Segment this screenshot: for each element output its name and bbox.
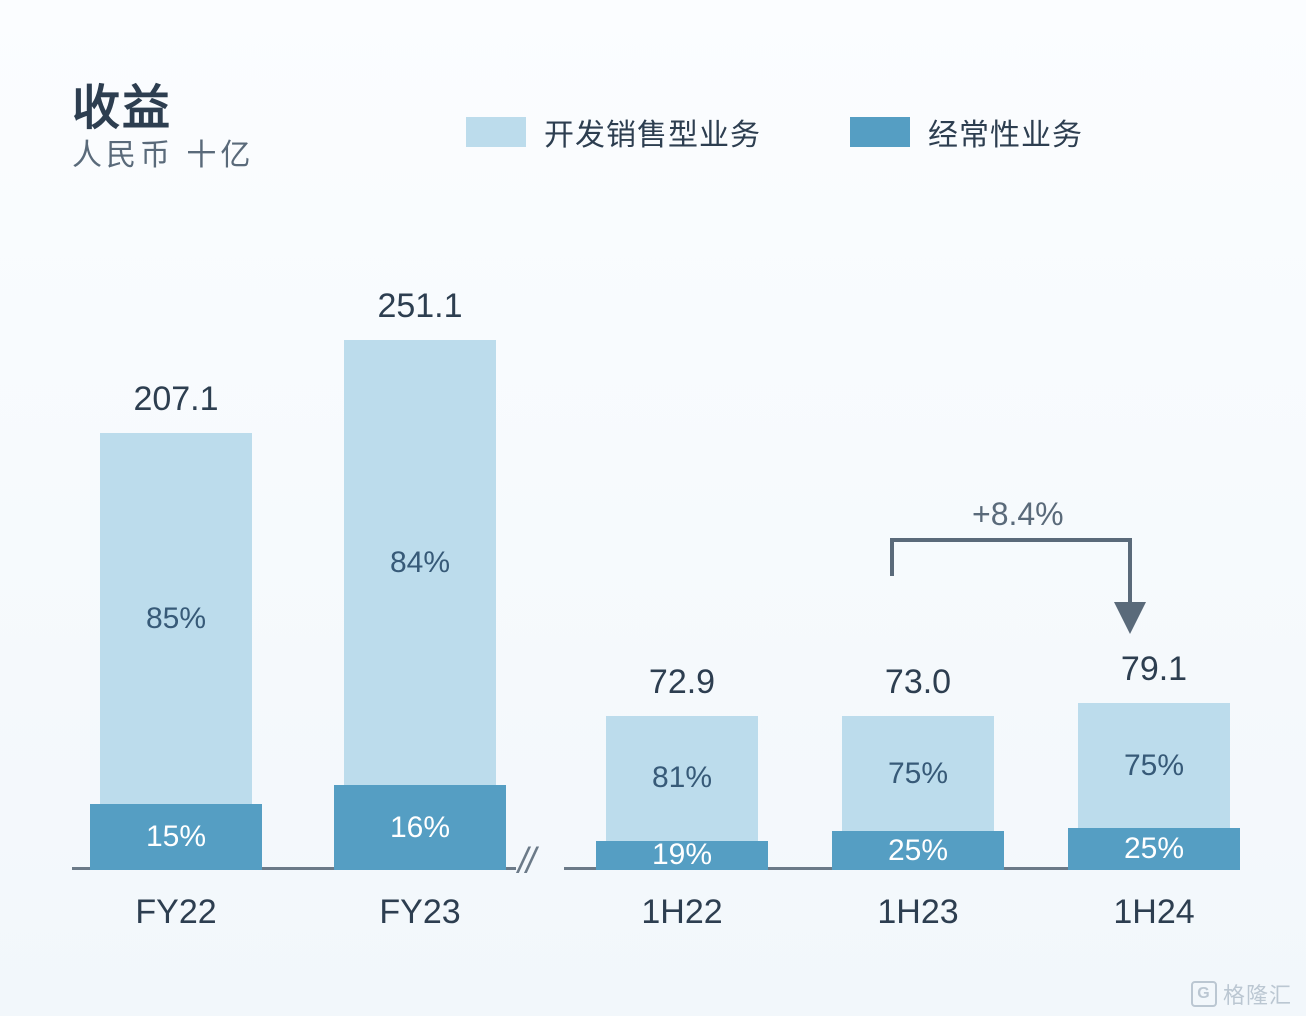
bar-seg-series1: 85% [100, 433, 252, 805]
bar-stack: 25% 75% [842, 716, 994, 870]
legend-label-series1: 开发销售型业务 [544, 110, 761, 154]
chart-subtitle: 人民币 十亿 [72, 130, 254, 174]
bar-total-label: 79.1 [1121, 650, 1187, 689]
bar-seg-series2: 25% [1078, 828, 1230, 870]
watermark-text: 格隆汇 [1223, 978, 1292, 1010]
bar-total-label: 73.0 [885, 663, 951, 702]
bar-seg-series1: 75% [1078, 703, 1230, 828]
bar-seg1-pct: 84% [390, 546, 450, 580]
bar-total-label: 72.9 [649, 663, 715, 702]
legend-item-series2: 经常性业务 [850, 110, 1083, 154]
legend-swatch-series1 [466, 117, 526, 147]
bar-seg-series2: 25% [842, 831, 994, 870]
legend-label-series2: 经常性业务 [928, 110, 1083, 154]
bar-seg1-pct: 85% [146, 602, 206, 636]
bar-stack: 16% 84% [344, 340, 496, 870]
bar-total-label: 207.1 [133, 380, 218, 419]
bar-seg1-pct: 75% [1124, 749, 1184, 783]
bar-seg-series1: 81% [606, 716, 758, 841]
revenue-chart: 收益 人民币 十亿 开发销售型业务 经常性业务 / / 15% 85% 207.1 FY… [0, 0, 1306, 1016]
bar-seg-series1: 84% [344, 340, 496, 785]
watermark: G 格隆汇 [1191, 978, 1292, 1010]
growth-annotation-label: +8.4% [972, 496, 1064, 533]
bar-seg-series2: 15% [100, 804, 252, 870]
bar-category-label: FY23 [379, 893, 460, 932]
bar-seg-series1: 75% [842, 716, 994, 832]
plot-area: / /15%85%207.1FY2216%84%251.1FY2319%81%7… [72, 340, 1234, 870]
bar-category-label: 1H22 [641, 893, 722, 932]
chart-title: 收益 [72, 68, 172, 138]
legend-item-series1: 开发销售型业务 [466, 110, 761, 154]
bar-seg2-pct: 25% [888, 834, 948, 868]
bar-seg1-pct: 75% [888, 757, 948, 791]
bar-seg-series2: 16% [344, 785, 496, 870]
bar-seg2-pct: 15% [146, 820, 206, 854]
bar-category-label: 1H24 [1113, 893, 1194, 932]
bar-seg2-pct: 25% [1124, 832, 1184, 866]
bar-stack: 25% 75% [1078, 703, 1230, 870]
bar-seg2-pct: 16% [390, 811, 450, 845]
bar-seg1-pct: 81% [652, 761, 712, 795]
watermark-icon: G [1191, 981, 1217, 1007]
bar-category-label: FY22 [135, 893, 216, 932]
legend-swatch-series2 [850, 117, 910, 147]
axis-break: / / [518, 840, 530, 882]
bar-category-label: 1H23 [877, 893, 958, 932]
bar-stack: 15% 85% [100, 433, 252, 870]
bar-seg-series2: 19% [606, 841, 758, 870]
bar-total-label: 251.1 [377, 287, 462, 326]
bar-stack: 19% 81% [606, 716, 758, 870]
bar-seg2-pct: 19% [652, 838, 712, 872]
